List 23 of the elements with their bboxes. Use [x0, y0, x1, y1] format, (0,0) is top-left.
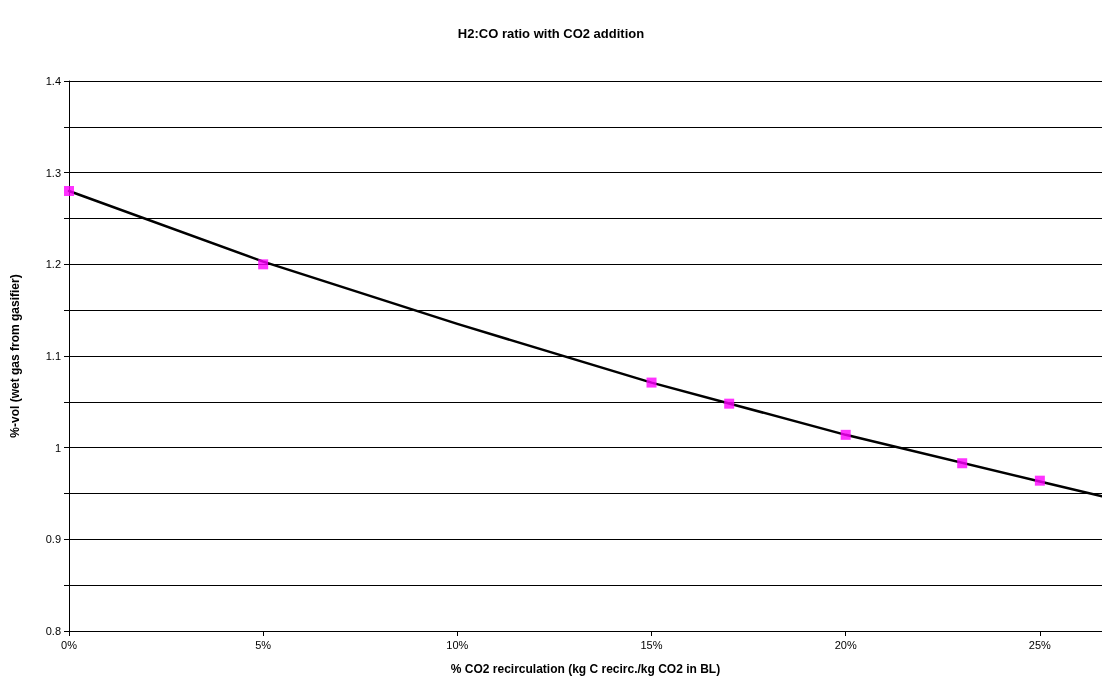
- y-tick-label: 0.9: [45, 533, 61, 546]
- y-tick-label: 1.1: [45, 350, 61, 362]
- point: [840, 429, 851, 440]
- point: [64, 186, 74, 196]
- y-tick-label: 1.3: [45, 166, 61, 179]
- x-tick-label: 0%: [61, 638, 78, 651]
- chart-title: H2:CO ratio with CO2 addition: [457, 26, 645, 41]
- x-tick-label: 15%: [640, 638, 663, 651]
- point: [1034, 475, 1045, 486]
- y-axis-title: %-vol (wet gas from gasifier): [8, 274, 22, 438]
- y-tick-label: 1: [54, 441, 61, 454]
- x-tick-label: 25%: [1028, 638, 1052, 651]
- point: [957, 458, 968, 469]
- point: [646, 377, 657, 388]
- y-tick-label: 1.2: [45, 258, 61, 271]
- y-tick-label: 0.8: [45, 625, 61, 637]
- x-tick-label: 10%: [446, 638, 469, 651]
- x-tick-label: 5%: [255, 638, 272, 651]
- x-axis-title: % CO2 recirculation (kg C recirc./kg CO2 in BL): [450, 662, 721, 676]
- x-tick-label: 20%: [834, 638, 857, 651]
- y-tick-label: 1.4: [45, 75, 61, 87]
- point: [724, 398, 735, 409]
- point: [258, 259, 269, 270]
